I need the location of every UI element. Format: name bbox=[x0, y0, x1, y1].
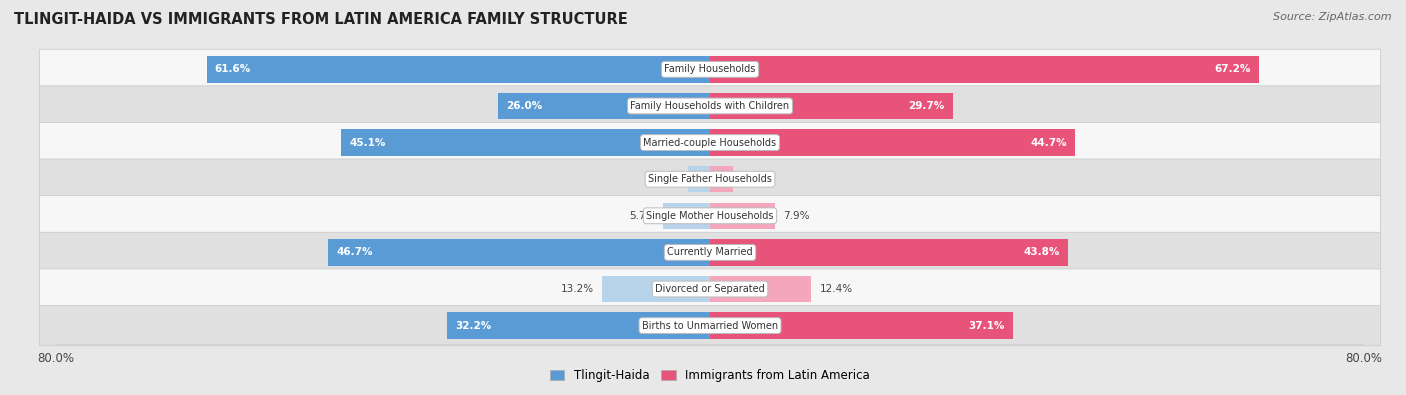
FancyBboxPatch shape bbox=[39, 159, 1381, 199]
Text: 2.8%: 2.8% bbox=[741, 174, 768, 184]
Text: Source: ZipAtlas.com: Source: ZipAtlas.com bbox=[1274, 12, 1392, 22]
Text: Births to Unmarried Women: Births to Unmarried Women bbox=[643, 321, 778, 331]
Bar bbox=[447, 312, 710, 339]
Text: 29.7%: 29.7% bbox=[908, 101, 945, 111]
Bar bbox=[329, 239, 710, 265]
Text: 7.9%: 7.9% bbox=[783, 211, 810, 221]
Bar bbox=[710, 130, 1076, 156]
Bar bbox=[602, 276, 710, 302]
Text: Divorced or Separated: Divorced or Separated bbox=[655, 284, 765, 294]
Text: TLINGIT-HAIDA VS IMMIGRANTS FROM LATIN AMERICA FAMILY STRUCTURE: TLINGIT-HAIDA VS IMMIGRANTS FROM LATIN A… bbox=[14, 12, 628, 27]
Bar bbox=[710, 239, 1069, 265]
Text: 12.4%: 12.4% bbox=[820, 284, 852, 294]
Text: 5.7%: 5.7% bbox=[628, 211, 655, 221]
FancyBboxPatch shape bbox=[39, 86, 1381, 126]
FancyBboxPatch shape bbox=[39, 122, 1381, 163]
Bar bbox=[207, 56, 710, 83]
Bar bbox=[710, 276, 811, 302]
Text: 37.1%: 37.1% bbox=[969, 321, 1005, 331]
Text: 43.8%: 43.8% bbox=[1024, 247, 1060, 258]
Text: 26.0%: 26.0% bbox=[506, 101, 541, 111]
FancyBboxPatch shape bbox=[39, 232, 1381, 273]
Text: 13.2%: 13.2% bbox=[561, 284, 593, 294]
Bar bbox=[710, 203, 775, 229]
FancyBboxPatch shape bbox=[39, 305, 1381, 346]
Bar bbox=[710, 56, 1260, 83]
Text: 61.6%: 61.6% bbox=[215, 64, 252, 74]
Bar bbox=[710, 166, 733, 192]
Bar bbox=[342, 130, 710, 156]
FancyBboxPatch shape bbox=[39, 269, 1381, 309]
Bar bbox=[688, 166, 710, 192]
Text: 32.2%: 32.2% bbox=[456, 321, 491, 331]
Text: 2.7%: 2.7% bbox=[654, 174, 679, 184]
FancyBboxPatch shape bbox=[39, 196, 1381, 236]
Text: Married-couple Households: Married-couple Households bbox=[644, 137, 776, 148]
Text: Single Father Households: Single Father Households bbox=[648, 174, 772, 184]
Text: Family Households with Children: Family Households with Children bbox=[630, 101, 790, 111]
Legend: Tlingit-Haida, Immigrants from Latin America: Tlingit-Haida, Immigrants from Latin Ame… bbox=[546, 364, 875, 387]
Text: Family Households: Family Households bbox=[665, 64, 755, 74]
Bar bbox=[710, 312, 1014, 339]
Bar bbox=[498, 93, 710, 119]
Text: Single Mother Households: Single Mother Households bbox=[647, 211, 773, 221]
Text: 67.2%: 67.2% bbox=[1215, 64, 1251, 74]
Text: 45.1%: 45.1% bbox=[350, 137, 387, 148]
Text: Currently Married: Currently Married bbox=[668, 247, 752, 258]
FancyBboxPatch shape bbox=[39, 49, 1381, 90]
Bar bbox=[664, 203, 710, 229]
Text: 44.7%: 44.7% bbox=[1031, 137, 1067, 148]
Text: 46.7%: 46.7% bbox=[336, 247, 373, 258]
Bar bbox=[710, 93, 953, 119]
